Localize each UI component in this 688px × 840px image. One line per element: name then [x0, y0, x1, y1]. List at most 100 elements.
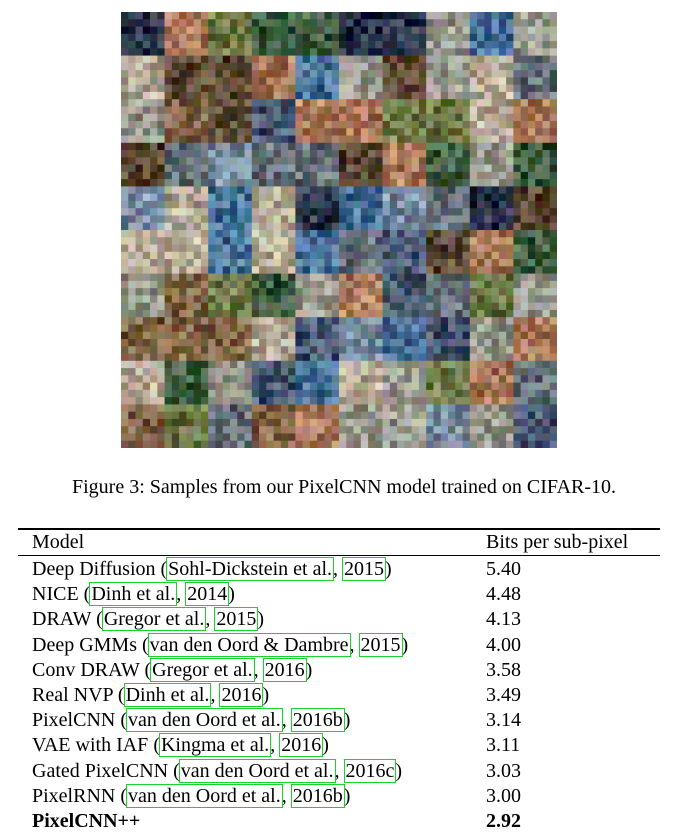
sample-image [295, 186, 340, 231]
citation-authors-link[interactable]: Gregor et al. [101, 607, 207, 632]
sample-image [382, 99, 427, 144]
sample-image [469, 317, 514, 362]
sample-image [251, 230, 296, 274]
sample-image [251, 317, 296, 362]
sample-image [295, 273, 340, 318]
model-name: PixelCNN [32, 709, 116, 732]
sample-image [164, 12, 209, 56]
model-name: VAE with IAF [32, 734, 149, 757]
sample-image [295, 55, 340, 100]
model-name: Deep Diffusion [32, 558, 156, 580]
sample-image [164, 404, 209, 448]
citation-year-link[interactable]: 2016b [290, 783, 345, 808]
sample-image [251, 273, 296, 318]
sample-image [513, 142, 557, 187]
model-name: Conv DRAW [32, 658, 140, 681]
bits-value: 4.13 [486, 608, 521, 631]
citation-authors-link[interactable]: Sohl-Dickstein et al. [166, 557, 335, 581]
sample-image [121, 273, 165, 318]
table-row: Real NVP (Dinh et al., 2016) 3.49 [18, 683, 660, 708]
model-cell: Conv DRAW (Gregor et al., 2016) [32, 657, 313, 682]
sample-image [121, 186, 165, 231]
sample-image [382, 12, 427, 56]
sample-image [208, 273, 253, 318]
table-row-final: PixelCNN++ 2.92 [18, 809, 660, 834]
sample-image [426, 55, 471, 100]
sample-image [295, 404, 340, 448]
table-header-row: Model Bits per sub-pixel [18, 530, 660, 555]
citation-authors-link[interactable]: van den Oord et al. [178, 758, 336, 783]
bits-value: 3.14 [486, 709, 521, 732]
model-name: NICE [32, 583, 79, 606]
bits-value: 3.11 [486, 734, 521, 757]
table-top-rule [18, 528, 660, 530]
sample-image [208, 142, 253, 187]
sample-image [339, 99, 383, 144]
sample-image [469, 55, 514, 100]
table-row: PixelCNN (van den Oord et al., 2016b) 3.1… [18, 708, 660, 733]
citation-year-link[interactable]: 2016 [262, 657, 307, 682]
sample-image [513, 273, 557, 318]
citation-authors-link[interactable]: van den Oord & Dambre [147, 632, 351, 657]
model-cell: NICE (Dinh et al., 2014) [32, 582, 235, 607]
sample-image [513, 317, 557, 362]
sample-image [121, 99, 165, 144]
model-name: PixelRNN [32, 784, 116, 807]
citation-authors-link[interactable]: Dinh et al. [123, 683, 212, 707]
sample-image [164, 273, 209, 318]
sample-image [469, 142, 514, 187]
bits-value: 3.00 [486, 784, 521, 807]
citation-year-link[interactable]: 2016 [279, 733, 324, 758]
citation-year-link[interactable]: 2016 [219, 683, 264, 707]
model-cell: Gated PixelCNN (van den Oord et al., 201… [32, 758, 403, 783]
sample-image [208, 99, 253, 144]
sample-image [251, 142, 296, 187]
citation-year-link[interactable]: 2015 [342, 557, 387, 581]
sample-image [382, 230, 427, 274]
model-cell: PixelRNN (van den Oord et al., 2016b) [32, 783, 351, 808]
citation-year-link[interactable]: 2015 [358, 632, 403, 657]
sample-image [121, 55, 165, 100]
sample-image [339, 273, 383, 318]
sample-image [208, 55, 253, 100]
table-row: Deep GMMs (van den Oord & Dambre, 2015) 4… [18, 632, 660, 658]
citation-year-link[interactable]: 2015 [214, 607, 259, 632]
sample-image [208, 186, 253, 231]
bits-value: 5.40 [486, 558, 521, 580]
citation-year-link[interactable]: 2016b [290, 708, 345, 733]
citation-year-link[interactable]: 2014 [185, 582, 230, 607]
sample-image [513, 230, 557, 274]
sample-image [121, 230, 165, 274]
sample-image [339, 186, 383, 231]
sample-image [121, 317, 165, 362]
citation-authors-link[interactable]: Dinh et al. [89, 582, 178, 607]
sample-image [339, 12, 383, 56]
citation-authors-link[interactable]: Kingma et al. [158, 733, 272, 758]
sample-image [339, 230, 383, 274]
sample-image [513, 404, 557, 448]
sample-image [339, 142, 383, 187]
sample-image [339, 360, 383, 405]
bits-value-final: 2.92 [486, 810, 521, 832]
sample-image [382, 404, 427, 448]
model-cell: Real NVP (Dinh et al., 2016) [32, 683, 270, 707]
sample-image [469, 99, 514, 144]
table-row: NICE (Dinh et al., 2014) 4.48 [18, 582, 660, 607]
model-cell: PixelCNN (van den Oord et al., 2016b) [32, 708, 351, 733]
sample-image [513, 186, 557, 231]
sample-image [513, 12, 557, 56]
sample-image [426, 186, 471, 231]
sample-image [164, 99, 209, 144]
table-row: VAE with IAF (Kingma et al., 2016) 3.11 [18, 733, 660, 758]
table-header-rule [18, 555, 660, 556]
sample-image [382, 317, 427, 362]
table-row: Gated PixelCNN (van den Oord et al., 201… [18, 758, 660, 784]
citation-year-link[interactable]: 2016c [343, 758, 397, 783]
sample-image [121, 404, 165, 448]
citation-authors-link[interactable]: Gregor et al. [150, 657, 255, 682]
sample-image [251, 55, 296, 100]
citation-authors-link[interactable]: van den Oord et al. [126, 708, 283, 733]
sample-image [426, 12, 471, 56]
header-model: Model [32, 531, 85, 553]
citation-authors-link[interactable]: van den Oord et al. [126, 783, 283, 808]
